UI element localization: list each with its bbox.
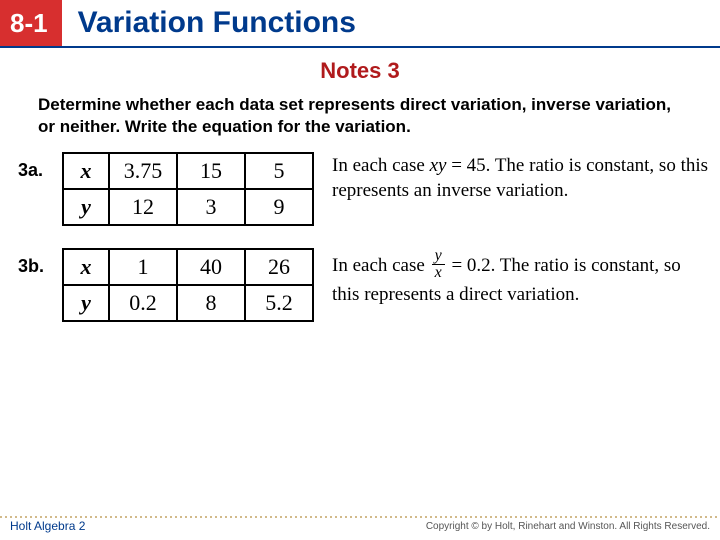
table-cell: 26	[245, 249, 313, 285]
explanation-text: In each case	[332, 155, 430, 176]
table-cell: 8	[177, 285, 245, 321]
table-row: x 3.75 15 5	[63, 153, 313, 189]
table-cell: 9	[245, 189, 313, 225]
table-cell: 3	[177, 189, 245, 225]
slide-footer: Holt Algebra 2 Copyright © by Holt, Rine…	[0, 516, 720, 540]
problems-area: 3a. x 3.75 15 5 y 12 3 9 In each case xy…	[0, 138, 720, 322]
explanation-3b: In each case yx = 0.2. The ratio is cons…	[332, 248, 710, 307]
table-cell: 40	[177, 249, 245, 285]
table-cell: 1	[109, 249, 177, 285]
fraction-denominator: x	[432, 265, 445, 281]
row-header: y	[63, 189, 109, 225]
slide-title: Variation Functions	[62, 0, 720, 46]
footer-book-title: Holt Algebra 2	[10, 519, 85, 533]
table-row: y 0.2 8 5.2	[63, 285, 313, 321]
data-table-3a: x 3.75 15 5 y 12 3 9	[62, 152, 314, 226]
instructions-text: Determine whether each data set represen…	[0, 94, 720, 138]
row-header: x	[63, 153, 109, 189]
table-cell: 3.75	[109, 153, 177, 189]
row-header: y	[63, 285, 109, 321]
table-cell: 0.2	[109, 285, 177, 321]
table-cell: 5	[245, 153, 313, 189]
data-table-3b: x 1 40 26 y 0.2 8 5.2	[62, 248, 314, 322]
table-cell: 5.2	[245, 285, 313, 321]
table-row: y 12 3 9	[63, 189, 313, 225]
row-header: x	[63, 249, 109, 285]
fraction: yx	[432, 248, 445, 281]
chapter-badge: 8-1	[0, 0, 62, 46]
explanation-3a: In each case xy = 45. The ratio is const…	[332, 152, 710, 203]
equation-lhs: xy	[430, 155, 447, 176]
table-cell: 12	[109, 189, 177, 225]
table-cell: 15	[177, 153, 245, 189]
notes-heading: Notes 3	[0, 58, 720, 84]
problem-3a: 3a. x 3.75 15 5 y 12 3 9 In each case xy…	[18, 152, 710, 226]
footer-copyright: Copyright © by Holt, Rinehart and Winsto…	[426, 521, 710, 532]
problem-3b: 3b. x 1 40 26 y 0.2 8 5.2 In each case y…	[18, 248, 710, 322]
problem-label: 3b.	[18, 248, 62, 277]
fraction-numerator: y	[432, 248, 445, 265]
explanation-text: In each case	[332, 255, 430, 276]
problem-label: 3a.	[18, 152, 62, 181]
table-row: x 1 40 26	[63, 249, 313, 285]
slide-header: 8-1 Variation Functions	[0, 0, 720, 48]
